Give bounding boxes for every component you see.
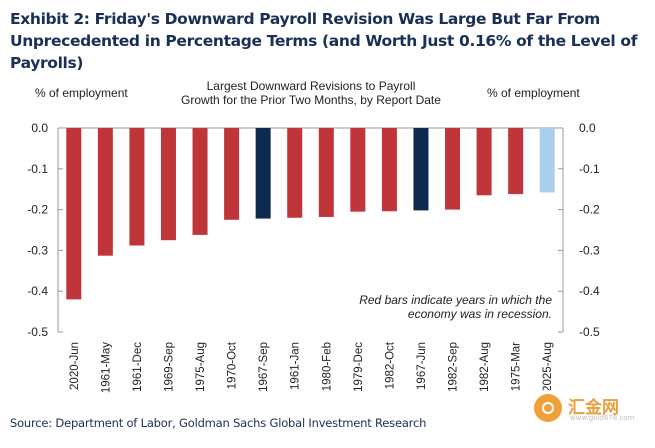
x-tick-label: 2025-Aug xyxy=(542,342,554,392)
bar-1980-Feb xyxy=(318,128,334,217)
chart-title-line: Largest Downward Revisions to Payroll xyxy=(207,79,416,93)
x-tick-label: 1975-Mar xyxy=(511,342,523,391)
watermark-logo: 汇金网 www.gold678.com xyxy=(530,390,650,426)
chart-title-line: Growth for the Prior Two Months, by Repo… xyxy=(181,93,441,107)
bar-1970-Oct xyxy=(224,128,240,220)
y-tick-label-right: -0.3 xyxy=(579,243,600,257)
x-tick-label: 1975-Aug xyxy=(195,342,207,392)
y-tick-label-right: -0.1 xyxy=(579,162,600,176)
bar-1961-Jan xyxy=(287,128,303,218)
bar-1975-Aug xyxy=(192,128,208,235)
bar-1961-May xyxy=(97,128,113,256)
watermark-url: www.gold678.com xyxy=(570,414,635,422)
x-tick-label: 1961-Dec xyxy=(132,342,144,392)
bar-1961-Dec xyxy=(129,128,145,246)
x-tick-label: 1961-May xyxy=(100,342,112,393)
bar-1979-Dec xyxy=(350,128,366,212)
y-tick-label-left: -0.4 xyxy=(27,284,48,298)
bar-1967-Jun xyxy=(413,128,429,211)
watermark-text: 汇金网 xyxy=(568,398,619,418)
x-tick-label: 1969-Sep xyxy=(163,342,175,392)
y-tick-label-left: -0.3 xyxy=(27,243,48,257)
x-tick-label: 1982-Oct xyxy=(384,341,396,389)
x-tick-label: 1979-Dec xyxy=(353,342,365,392)
x-tick-label: 1982-Sep xyxy=(448,342,460,392)
x-tick-label: 1967-Sep xyxy=(258,342,270,392)
bar-2020-Jun xyxy=(66,128,82,300)
bar-1982-Oct xyxy=(381,128,397,212)
y-tick-label-right: -0.2 xyxy=(579,203,600,217)
y-tick-label-right: -0.5 xyxy=(579,325,600,339)
watermark-coin-icon xyxy=(534,394,562,422)
source-note: Source: Department of Labor, Goldman Sac… xyxy=(10,416,427,430)
y-tick-label-right: 0.0 xyxy=(579,121,596,135)
x-tick-label: 1970-Oct xyxy=(227,341,239,389)
y-axis-label-left: % of employment xyxy=(35,86,128,100)
x-tick-label: 1961-Jan xyxy=(290,342,302,390)
bar-2025-Aug xyxy=(539,128,555,193)
bar-1967-Sep xyxy=(255,128,271,219)
y-tick-label-left: -0.1 xyxy=(27,162,48,176)
y-tick-label-left: -0.2 xyxy=(27,203,48,217)
chart-annotation-line: economy was in recession. xyxy=(408,307,552,321)
chart-annotation-line: Red bars indicate years in which the xyxy=(359,293,552,307)
bar-1982-Sep xyxy=(445,128,461,210)
bar-1982-Aug xyxy=(476,128,492,196)
y-axis-label-right: % of employment xyxy=(487,86,580,100)
x-tick-label: 1967-Jun xyxy=(416,342,428,390)
exhibit-title: Exhibit 2: Friday's Downward Payroll Rev… xyxy=(10,10,638,72)
x-tick-label: 1982-Aug xyxy=(479,342,491,392)
x-tick-label: 2020-Jun xyxy=(69,342,81,390)
y-tick-label-left: 0.0 xyxy=(31,121,48,135)
y-tick-label-right: -0.4 xyxy=(579,284,600,298)
y-tick-label-left: -0.5 xyxy=(27,325,48,339)
bar-1969-Sep xyxy=(160,128,176,241)
x-tick-label: 1980-Feb xyxy=(321,342,333,391)
bar-1975-Mar xyxy=(508,128,524,195)
